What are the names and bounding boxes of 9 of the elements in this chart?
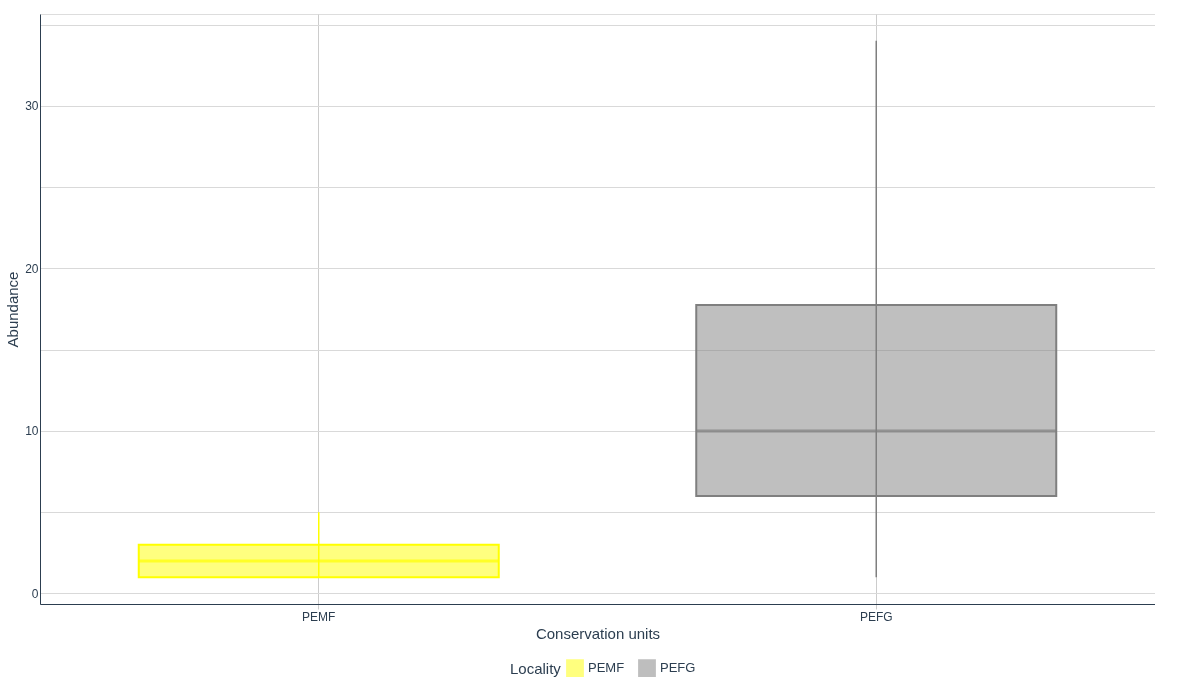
y-tick-label: 10: [25, 424, 39, 439]
legend-label: PEFG: [660, 660, 696, 676]
x-axis-title: Conservation units: [535, 624, 661, 642]
legend-title: Locality: [510, 660, 562, 677]
legend-label: PEMF: [588, 660, 625, 676]
y-tick-label: 0: [31, 586, 39, 601]
y-tick-label: 30: [25, 99, 39, 114]
y-axis-title: Abundance: [4, 271, 22, 348]
y-tick-label: 20: [25, 261, 39, 276]
